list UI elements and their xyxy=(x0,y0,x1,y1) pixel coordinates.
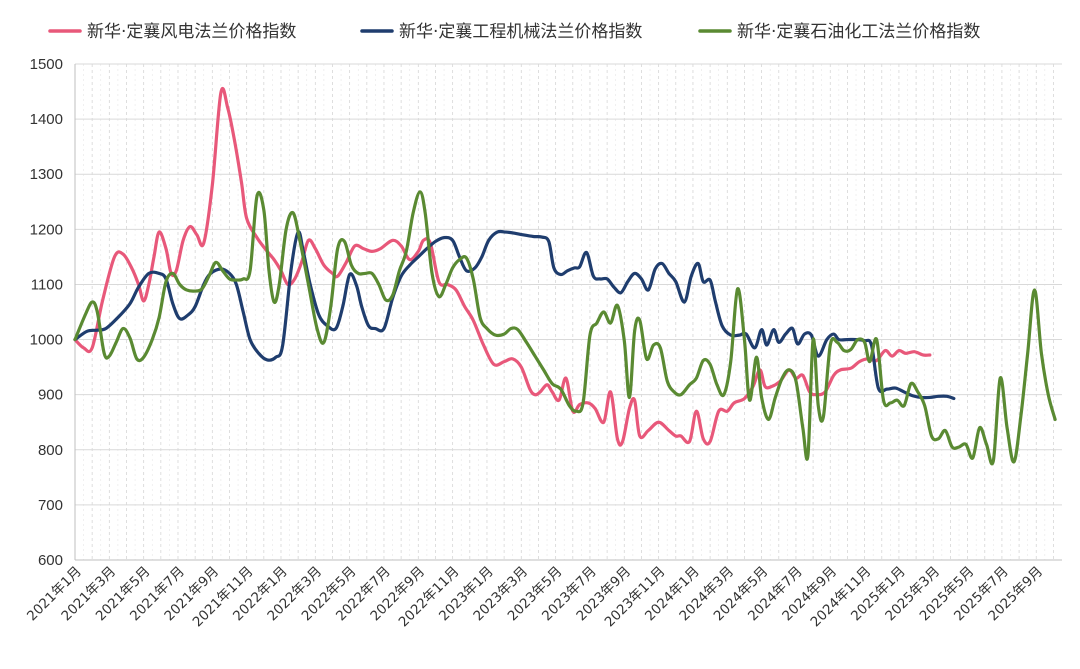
legend-label-2: 新华·定襄工程机械法兰价格指数 xyxy=(399,21,642,42)
series-lines xyxy=(73,86,1057,466)
legend-label-3: 新华·定襄石油化工法兰价格指数 xyxy=(737,21,980,42)
y-tick-label: 1400 xyxy=(30,111,63,128)
y-tick-label: 900 xyxy=(38,387,63,404)
y-tick-label: 800 xyxy=(38,442,63,459)
series-line-2 xyxy=(73,229,956,401)
y-tick-label: 1500 xyxy=(30,56,63,73)
y-tick-label: 1100 xyxy=(31,276,63,293)
y-tick-label: 700 xyxy=(38,497,63,514)
y-tick-label: 1200 xyxy=(30,221,63,238)
legend-label-1: 新华·定襄风电法兰价格指数 xyxy=(87,21,296,42)
legend: 新华·定襄风电法兰价格指数 新华·定襄工程机械法兰价格指数 新华·定襄石油化工法兰价… xyxy=(48,21,980,42)
vertical-grid xyxy=(83,64,1054,560)
series-line-3 xyxy=(73,190,1057,466)
y-tick-label: 600 xyxy=(38,552,63,569)
y-axis-ticks: 600 700 800 900 1000 1100 1200 1300 1400 1500 xyxy=(30,56,63,569)
horizontal-grid xyxy=(74,63,1062,561)
y-tick-label: 1000 xyxy=(30,332,63,349)
y-tick-label: 1300 xyxy=(30,166,63,183)
